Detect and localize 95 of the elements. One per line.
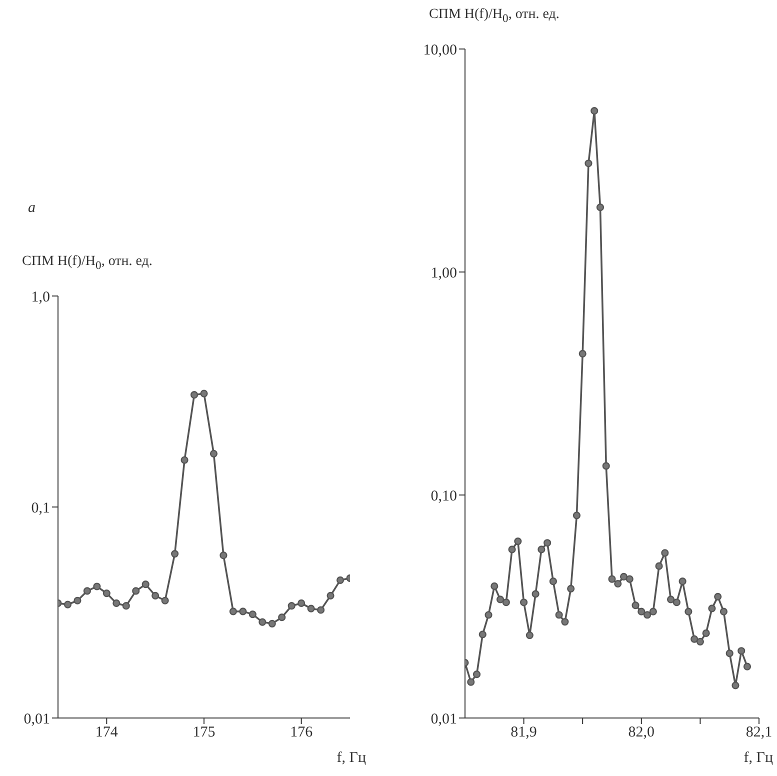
point	[200, 390, 208, 398]
point	[743, 662, 752, 670]
point	[638, 608, 646, 616]
point	[112, 599, 120, 607]
point	[142, 580, 150, 588]
point	[714, 592, 722, 600]
point	[690, 635, 698, 643]
point	[161, 596, 169, 604]
point	[93, 582, 101, 590]
point	[152, 592, 160, 600]
point	[336, 576, 344, 584]
point	[472, 670, 481, 678]
point	[520, 598, 528, 606]
point	[572, 512, 581, 520]
y-tick-label: 1,0	[31, 289, 50, 306]
y-axis-title: СПМ H(f)/H$_{0}$, отн. ед.	[22, 254, 152, 272]
x-axis-title: f, Гц	[744, 750, 773, 767]
point	[190, 391, 198, 399]
point	[596, 204, 604, 212]
point	[602, 462, 610, 470]
point	[702, 629, 710, 638]
point	[102, 589, 110, 598]
y-tick-label: 0,01	[24, 711, 50, 728]
point	[655, 562, 663, 570]
point	[171, 550, 179, 558]
x-tick-label: 175	[192, 724, 216, 741]
point	[317, 606, 325, 614]
point	[298, 599, 306, 607]
point	[620, 572, 628, 581]
point	[732, 682, 740, 690]
point	[678, 578, 686, 586]
point	[614, 580, 622, 588]
point	[514, 537, 522, 546]
point	[508, 546, 516, 554]
point	[83, 587, 91, 595]
y-tick-label: 10,00	[423, 42, 457, 58]
point	[567, 584, 575, 593]
point	[220, 552, 228, 560]
point	[696, 638, 704, 646]
point	[578, 350, 586, 358]
point	[708, 604, 716, 612]
y-tick-label: 0,10	[430, 488, 457, 504]
point	[132, 587, 140, 595]
point	[229, 608, 237, 616]
y-tick-label: 0,1	[31, 500, 50, 516]
point	[720, 608, 728, 616]
point	[248, 610, 256, 618]
point	[584, 160, 592, 168]
point	[649, 608, 657, 616]
x-tick-label: 82,1	[746, 724, 772, 741]
y-axis-title: СПМ H(f)/H$_{0}$, отн. ед.	[429, 7, 560, 25]
point	[180, 456, 188, 464]
point	[544, 539, 552, 547]
point	[64, 600, 72, 608]
x-tick-label: 174	[95, 724, 118, 741]
point	[326, 592, 334, 600]
point	[288, 602, 296, 610]
point	[122, 602, 130, 610]
point	[661, 549, 669, 557]
text: a	[28, 200, 36, 217]
x-tick-label: 81,9	[510, 724, 537, 741]
x-axis-title: f, Гц	[336, 750, 366, 767]
point	[268, 620, 276, 628]
point	[210, 450, 218, 458]
point	[532, 590, 540, 598]
point	[278, 614, 286, 622]
point	[632, 602, 640, 610]
x-tick-label: 82,0	[628, 724, 655, 741]
point	[643, 611, 652, 619]
point	[239, 608, 247, 616]
point	[484, 611, 492, 619]
point	[549, 578, 557, 586]
point	[258, 618, 266, 626]
point	[626, 575, 634, 583]
point	[561, 618, 569, 626]
point	[490, 582, 498, 590]
point	[307, 604, 315, 612]
point	[478, 630, 486, 638]
y-tick-label: 0,01	[430, 711, 457, 728]
point	[738, 647, 746, 655]
point	[672, 598, 680, 606]
point	[496, 596, 504, 604]
point	[538, 546, 546, 554]
point	[684, 608, 692, 616]
point	[608, 575, 616, 583]
point	[667, 596, 675, 604]
point	[467, 678, 475, 686]
point	[74, 596, 82, 604]
point	[502, 598, 510, 606]
point	[526, 631, 534, 640]
y-tick-label: 1,00	[430, 265, 457, 282]
point	[555, 611, 563, 619]
x-tick-label: 176	[290, 724, 314, 741]
point	[590, 107, 598, 115]
point	[726, 650, 734, 658]
